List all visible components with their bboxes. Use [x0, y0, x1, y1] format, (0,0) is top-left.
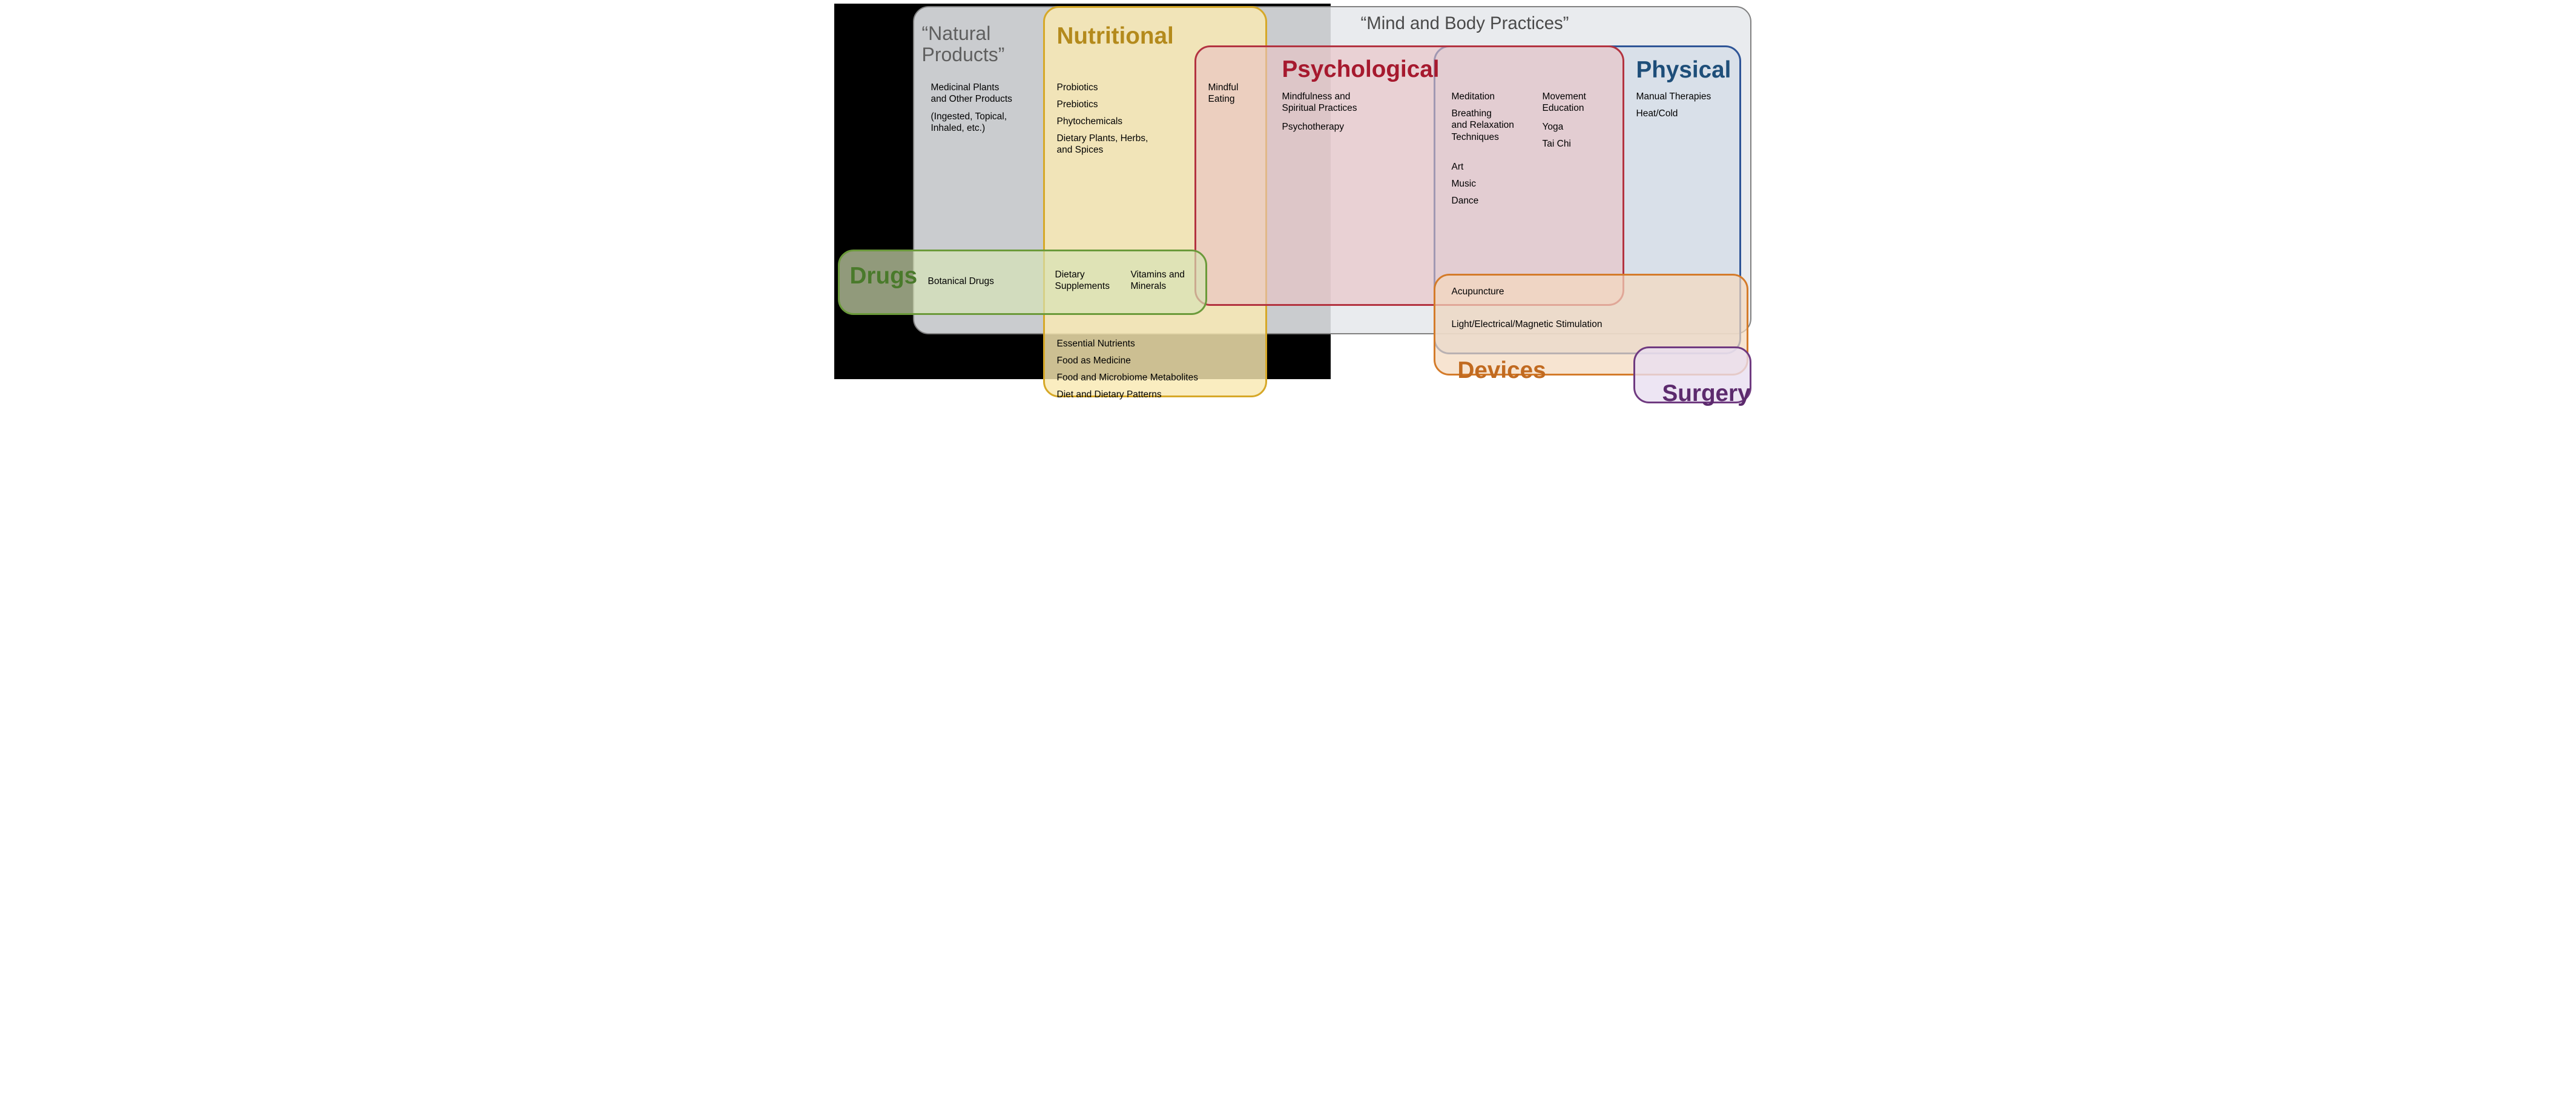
psychological-title: Psychological: [1282, 56, 1440, 83]
psychological-item-4: Breathing and Relaxation Techniques: [1452, 108, 1514, 143]
psychological-item-1: Mindfulness and Spiritual Practices: [1282, 91, 1357, 114]
psychological-item-6: Music: [1452, 178, 1476, 190]
drugs-item-0: Botanical Drugs: [928, 276, 994, 287]
surgery-title: Surgery: [1662, 380, 1751, 407]
nutritional-item-5: Food as Medicine: [1057, 355, 1131, 366]
psychological-item-3: Meditation: [1452, 91, 1495, 102]
drugs-item-1: Dietary Supplements: [1055, 269, 1110, 293]
drugs-title: Drugs: [850, 263, 918, 290]
psychological-item-10: Tai Chi: [1543, 138, 1571, 150]
venn-diagram-stage: “Natural Products” Medicinal Plants and O…: [816, 0, 1761, 412]
psychological-item-2: Psychotherapy: [1282, 121, 1345, 133]
nutritional-item-4: Essential Nutrients: [1057, 338, 1135, 349]
psychological-region: [1194, 45, 1624, 306]
psychological-item-0: Mindful Eating: [1208, 82, 1239, 105]
physical-title: Physical: [1636, 57, 1731, 84]
nutritional-item-2: Phytochemicals: [1057, 116, 1123, 127]
nutritional-item-3: Dietary Plants, Herbs, and Spices: [1057, 133, 1148, 156]
natural-products-item-0: Medicinal Plants and Other Products: [931, 82, 1012, 105]
devices-item-1: Light/Electrical/Magnetic Stimulation: [1452, 319, 1603, 330]
nutritional-title: Nutritional: [1057, 23, 1174, 50]
physical-item-0: Manual Therapies: [1636, 91, 1711, 102]
psychological-item-5: Art: [1452, 161, 1464, 173]
natural-products-item-1: (Ingested, Topical, Inhaled, etc.): [931, 111, 1007, 134]
psychological-item-8: Movement Education: [1543, 91, 1586, 114]
psychological-item-7: Dance: [1452, 195, 1479, 207]
nutritional-item-1: Prebiotics: [1057, 99, 1098, 110]
devices-item-0: Acupuncture: [1452, 286, 1504, 297]
drugs-item-2: Vitamins and Minerals: [1131, 269, 1185, 293]
nutritional-item-7: Diet and Dietary Patterns: [1057, 389, 1162, 400]
nutritional-item-0: Probiotics: [1057, 82, 1098, 93]
natural-products-heading: “Natural Products”: [922, 23, 1005, 65]
physical-item-1: Heat/Cold: [1636, 108, 1678, 119]
devices-title: Devices: [1458, 357, 1546, 384]
mind-body-label-label: “Mind and Body Practices”: [1361, 13, 1569, 34]
psychological-item-9: Yoga: [1543, 121, 1564, 133]
nutritional-item-6: Food and Microbiome Metabolites: [1057, 372, 1198, 383]
